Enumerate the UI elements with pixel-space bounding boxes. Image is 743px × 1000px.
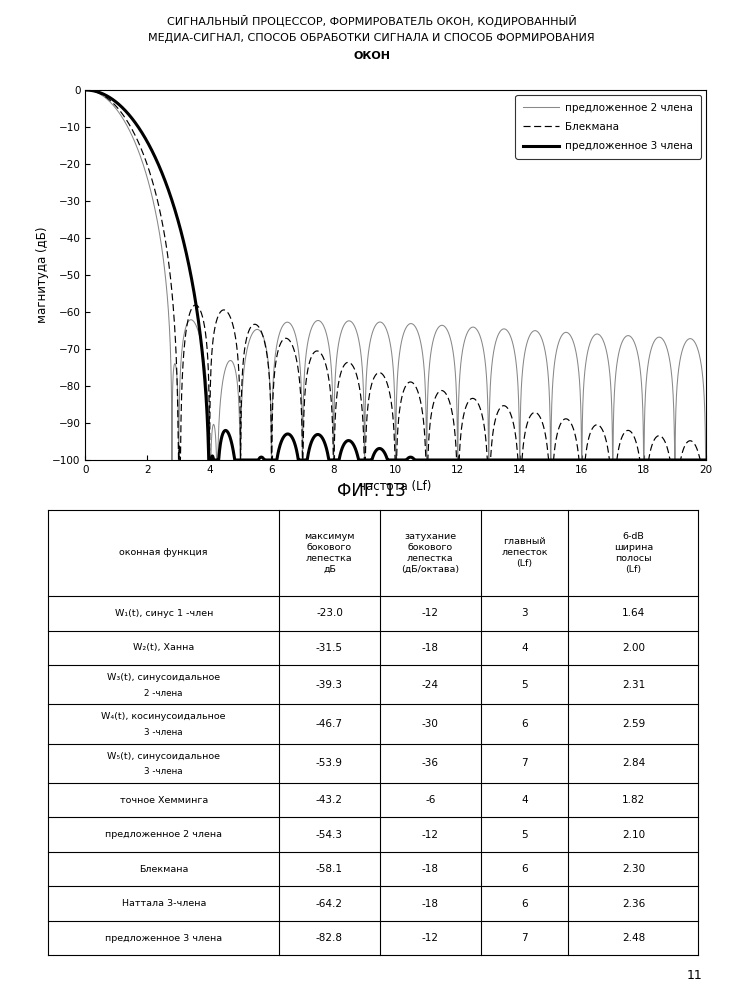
- предложенное 2 члена: [690, 335, 698, 347]
- Text: максимум
бокового
лепестка
дБ: максимум бокового лепестка дБ: [304, 532, 354, 574]
- Text: -12: -12: [422, 933, 439, 943]
- Text: -46.7: -46.7: [316, 719, 343, 729]
- Text: 2.59: 2.59: [622, 719, 645, 729]
- предложенное 3 члена: [623, 454, 632, 466]
- Text: -58.1: -58.1: [316, 864, 343, 874]
- предложенное 2 члена: [189, 315, 198, 327]
- предложенное 3 члена: [690, 454, 698, 466]
- Text: -6: -6: [425, 795, 435, 805]
- Text: W₅(t), синусоидальное: W₅(t), синусоидальное: [107, 752, 220, 761]
- Text: 5: 5: [521, 830, 528, 840]
- Text: -31.5: -31.5: [316, 643, 343, 653]
- Text: 2.31: 2.31: [622, 680, 645, 690]
- Text: -53.9: -53.9: [316, 758, 343, 768]
- Text: 2.00: 2.00: [622, 643, 645, 653]
- Text: W₄(t), косинусоидальное: W₄(t), косинусоидальное: [102, 712, 226, 721]
- Text: 6: 6: [521, 719, 528, 729]
- Text: 2.10: 2.10: [622, 830, 645, 840]
- предложенное 2 члена: [319, 320, 328, 332]
- Text: МЕДИА-СИГНАЛ, СПОСОБ ОБРАБОТКИ СИГНАЛА И СПОСОБ ФОРМИРОВАНИЯ: МЕДИА-СИГНАЛ, СПОСОБ ОБРАБОТКИ СИГНАЛА И…: [148, 33, 595, 43]
- Блекмана: [174, 454, 183, 466]
- Блекмана: [189, 300, 198, 312]
- Text: -12: -12: [422, 608, 439, 618]
- Блекмана: [346, 357, 355, 369]
- Text: 2 -члена: 2 -члена: [144, 689, 183, 698]
- Text: W₁(t), синус 1 -член: W₁(t), синус 1 -член: [114, 609, 213, 618]
- Text: -64.2: -64.2: [316, 899, 343, 909]
- предложенное 2 члена: [152, 209, 160, 221]
- Text: W₃(t), синусоидальное: W₃(t), синусоидальное: [107, 673, 220, 682]
- Text: 11: 11: [687, 969, 702, 982]
- Text: -54.3: -54.3: [316, 830, 343, 840]
- предложенное 2 члена: [623, 330, 632, 342]
- предложенное 2 члена: [701, 454, 710, 466]
- Text: ОКОН: ОКОН: [353, 51, 390, 61]
- Text: 7: 7: [521, 933, 528, 943]
- Text: 5: 5: [521, 680, 528, 690]
- Text: 2.48: 2.48: [622, 933, 645, 943]
- Text: предложенное 2 члена: предложенное 2 члена: [106, 830, 222, 839]
- предложенное 3 члена: [346, 435, 355, 447]
- Text: 6: 6: [521, 864, 528, 874]
- Text: Блекмана: Блекмана: [139, 865, 189, 874]
- Text: точное Хемминга: точное Хемминга: [120, 796, 208, 805]
- Text: 3 -члена: 3 -члена: [144, 728, 183, 737]
- предложенное 3 члена: [152, 154, 160, 166]
- Блекмана: [623, 425, 632, 437]
- Text: -43.2: -43.2: [316, 795, 343, 805]
- предложенное 3 члена: [204, 454, 213, 466]
- Text: 4: 4: [521, 643, 528, 653]
- Блекмана: [319, 352, 328, 364]
- Блекмана: [152, 189, 160, 201]
- Text: -18: -18: [422, 864, 439, 874]
- Text: -12: -12: [422, 830, 439, 840]
- Text: 2.36: 2.36: [622, 899, 645, 909]
- предложенное 3 члена: [81, 84, 90, 96]
- Text: 1.82: 1.82: [622, 795, 645, 805]
- Text: Наттала 3-члена: Наттала 3-члена: [122, 899, 206, 908]
- Text: 6: 6: [521, 899, 528, 909]
- Line: Блекмана: Блекмана: [85, 90, 706, 460]
- Text: -36: -36: [422, 758, 439, 768]
- Text: 7: 7: [521, 758, 528, 768]
- Text: -24: -24: [422, 680, 439, 690]
- Блекмана: [690, 437, 698, 449]
- Text: оконная функция: оконная функция: [120, 548, 208, 557]
- Text: затухание
бокового
лепестка
(дБ/октава): затухание бокового лепестка (дБ/октава): [401, 532, 459, 574]
- Line: предложенное 3 члена: предложенное 3 члена: [85, 90, 706, 460]
- Text: 6-dB
ширина
полосы
(Lf): 6-dB ширина полосы (Lf): [614, 532, 653, 574]
- предложенное 3 члена: [189, 281, 198, 293]
- Text: 2.84: 2.84: [622, 758, 645, 768]
- предложенное 2 члена: [81, 84, 90, 96]
- Блекмана: [701, 454, 710, 466]
- Text: -30: -30: [422, 719, 438, 729]
- Text: главный
лепесток
(Lf): главный лепесток (Lf): [502, 537, 548, 568]
- Text: ФИГ. 13: ФИГ. 13: [337, 482, 406, 500]
- Text: W₂(t), Ханна: W₂(t), Ханна: [133, 643, 195, 652]
- предложенное 3 члена: [701, 454, 710, 466]
- предложенное 2 члена: [346, 315, 355, 327]
- Text: -23.0: -23.0: [316, 608, 343, 618]
- Legend: предложенное 2 члена, Блекмана, предложенное 3 члена: предложенное 2 члена, Блекмана, предложе…: [516, 95, 701, 159]
- X-axis label: частота (Lf): частота (Lf): [360, 480, 432, 493]
- Text: 3 -члена: 3 -члена: [144, 767, 183, 776]
- Text: предложенное 3 члена: предложенное 3 члена: [105, 934, 222, 943]
- предложенное 2 члена: [167, 454, 176, 466]
- Блекмана: [81, 84, 90, 96]
- предложенное 3 члена: [319, 434, 328, 446]
- Text: -82.8: -82.8: [316, 933, 343, 943]
- Text: 4: 4: [521, 795, 528, 805]
- Text: -18: -18: [422, 899, 439, 909]
- Text: -18: -18: [422, 643, 439, 653]
- Line: предложенное 2 члена: предложенное 2 члена: [85, 90, 706, 460]
- Text: 3: 3: [521, 608, 528, 618]
- Y-axis label: магнитуда (дБ): магнитуда (дБ): [36, 227, 50, 323]
- Text: 2.30: 2.30: [622, 864, 645, 874]
- Text: 1.64: 1.64: [622, 608, 645, 618]
- Text: -39.3: -39.3: [316, 680, 343, 690]
- Text: СИГНАЛЬНЫЙ ПРОЦЕССОР, ФОРМИРОВАТЕЛЬ ОКОН, КОДИРОВАННЫЙ: СИГНАЛЬНЫЙ ПРОЦЕССОР, ФОРМИРОВАТЕЛЬ ОКОН…: [166, 15, 577, 27]
